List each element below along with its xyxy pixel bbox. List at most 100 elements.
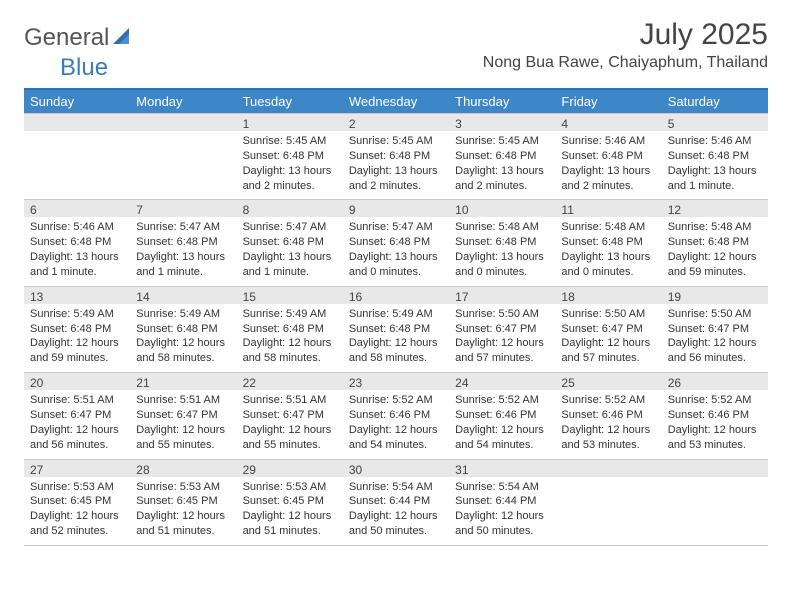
calendar-cell: 10Sunrise: 5:48 AMSunset: 6:48 PMDayligh… (449, 199, 555, 285)
calendar: Sunday Monday Tuesday Wednesday Thursday… (24, 88, 768, 546)
daylight-text: Daylight: 13 hours and 1 minute. (243, 250, 337, 280)
daylight-text: Daylight: 12 hours and 51 minutes. (243, 509, 337, 539)
daylight-text: Daylight: 12 hours and 53 minutes. (561, 423, 655, 453)
title-block: July 2025 Nong Bua Rawe, Chaiyaphum, Tha… (483, 18, 768, 72)
daylight-text: Daylight: 12 hours and 58 minutes. (349, 336, 443, 366)
cell-body: Sunrise: 5:52 AMSunset: 6:46 PMDaylight:… (662, 390, 768, 458)
daylight-text: Daylight: 12 hours and 53 minutes. (668, 423, 762, 453)
sunset-text: Sunset: 6:48 PM (30, 322, 124, 337)
daylight-text: Daylight: 12 hours and 56 minutes. (30, 423, 124, 453)
sunrise-text: Sunrise: 5:52 AM (349, 393, 443, 408)
calendar-cell (24, 113, 130, 199)
cell-body (24, 131, 130, 140)
cell-body: Sunrise: 5:52 AMSunset: 6:46 PMDaylight:… (449, 390, 555, 458)
cell-body: Sunrise: 5:50 AMSunset: 6:47 PMDaylight:… (662, 304, 768, 372)
sunrise-text: Sunrise: 5:52 AM (455, 393, 549, 408)
calendar-cell: 3Sunrise: 5:45 AMSunset: 6:48 PMDaylight… (449, 113, 555, 199)
cell-body: Sunrise: 5:50 AMSunset: 6:47 PMDaylight:… (555, 304, 661, 372)
location: Nong Bua Rawe, Chaiyaphum, Thailand (483, 54, 768, 72)
sunrise-text: Sunrise: 5:49 AM (136, 307, 230, 322)
sunrise-text: Sunrise: 5:45 AM (349, 134, 443, 149)
day-number: 22 (243, 376, 256, 390)
day-number: 16 (349, 290, 362, 304)
day-header: Wednesday (343, 90, 449, 113)
daynum-bar: 29 (237, 459, 343, 477)
week-row: 13Sunrise: 5:49 AMSunset: 6:48 PMDayligh… (24, 286, 768, 372)
day-number: 24 (455, 376, 468, 390)
daylight-text: Daylight: 13 hours and 2 minutes. (561, 164, 655, 194)
daylight-text: Daylight: 12 hours and 54 minutes. (349, 423, 443, 453)
sunset-text: Sunset: 6:47 PM (30, 408, 124, 423)
daylight-text: Daylight: 13 hours and 0 minutes. (349, 250, 443, 280)
daynum-bar: 19 (662, 286, 768, 304)
sunset-text: Sunset: 6:46 PM (349, 408, 443, 423)
cell-body: Sunrise: 5:54 AMSunset: 6:44 PMDaylight:… (449, 477, 555, 545)
day-header: Friday (555, 90, 661, 113)
daylight-text: Daylight: 12 hours and 52 minutes. (30, 509, 124, 539)
daynum-bar: 14 (130, 286, 236, 304)
daylight-text: Daylight: 12 hours and 56 minutes. (668, 336, 762, 366)
sunset-text: Sunset: 6:48 PM (243, 149, 337, 164)
daylight-text: Daylight: 12 hours and 50 minutes. (349, 509, 443, 539)
calendar-cell: 29Sunrise: 5:53 AMSunset: 6:45 PMDayligh… (237, 459, 343, 545)
sunrise-text: Sunrise: 5:51 AM (136, 393, 230, 408)
daynum-bar: 5 (662, 113, 768, 131)
day-number: 1 (243, 117, 250, 131)
sunset-text: Sunset: 6:48 PM (455, 235, 549, 250)
daynum-bar: 24 (449, 372, 555, 390)
daynum-bar: 21 (130, 372, 236, 390)
calendar-cell: 27Sunrise: 5:53 AMSunset: 6:45 PMDayligh… (24, 459, 130, 545)
sunset-text: Sunset: 6:48 PM (243, 235, 337, 250)
daylight-text: Daylight: 13 hours and 0 minutes. (455, 250, 549, 280)
sunrise-text: Sunrise: 5:46 AM (668, 134, 762, 149)
daylight-text: Daylight: 12 hours and 55 minutes. (243, 423, 337, 453)
day-header: Sunday (24, 90, 130, 113)
cell-body (555, 477, 661, 486)
calendar-cell: 18Sunrise: 5:50 AMSunset: 6:47 PMDayligh… (555, 286, 661, 372)
daynum-bar (130, 113, 236, 131)
calendar-cell: 6Sunrise: 5:46 AMSunset: 6:48 PMDaylight… (24, 199, 130, 285)
sunset-text: Sunset: 6:48 PM (349, 235, 443, 250)
sunset-text: Sunset: 6:44 PM (455, 494, 549, 509)
cell-body: Sunrise: 5:49 AMSunset: 6:48 PMDaylight:… (343, 304, 449, 372)
daylight-text: Daylight: 13 hours and 1 minute. (30, 250, 124, 280)
daylight-text: Daylight: 12 hours and 59 minutes. (668, 250, 762, 280)
daynum-bar: 11 (555, 199, 661, 217)
calendar-cell: 16Sunrise: 5:49 AMSunset: 6:48 PMDayligh… (343, 286, 449, 372)
sunrise-text: Sunrise: 5:54 AM (455, 480, 549, 495)
sunrise-text: Sunrise: 5:49 AM (243, 307, 337, 322)
logo-text-blue: Blue (60, 54, 108, 82)
daylight-text: Daylight: 12 hours and 57 minutes. (455, 336, 549, 366)
weeks-container: 1Sunrise: 5:45 AMSunset: 6:48 PMDaylight… (24, 113, 768, 545)
cell-body: Sunrise: 5:45 AMSunset: 6:48 PMDaylight:… (343, 131, 449, 199)
cell-body: Sunrise: 5:54 AMSunset: 6:44 PMDaylight:… (343, 477, 449, 545)
sunrise-text: Sunrise: 5:50 AM (561, 307, 655, 322)
calendar-cell: 1Sunrise: 5:45 AMSunset: 6:48 PMDaylight… (237, 113, 343, 199)
day-header: Thursday (449, 90, 555, 113)
sunset-text: Sunset: 6:48 PM (349, 149, 443, 164)
day-number: 20 (30, 376, 43, 390)
calendar-cell: 28Sunrise: 5:53 AMSunset: 6:45 PMDayligh… (130, 459, 236, 545)
daylight-text: Daylight: 13 hours and 2 minutes. (455, 164, 549, 194)
sunset-text: Sunset: 6:46 PM (455, 408, 549, 423)
cell-body: Sunrise: 5:52 AMSunset: 6:46 PMDaylight:… (343, 390, 449, 458)
daynum-bar: 3 (449, 113, 555, 131)
sunrise-text: Sunrise: 5:45 AM (243, 134, 337, 149)
daynum-bar (555, 459, 661, 477)
daynum-bar: 22 (237, 372, 343, 390)
daynum-bar: 12 (662, 199, 768, 217)
daylight-text: Daylight: 12 hours and 54 minutes. (455, 423, 549, 453)
daylight-text: Daylight: 12 hours and 51 minutes. (136, 509, 230, 539)
daylight-text: Daylight: 12 hours and 50 minutes. (455, 509, 549, 539)
sunrise-text: Sunrise: 5:48 AM (668, 220, 762, 235)
sunrise-text: Sunrise: 5:53 AM (243, 480, 337, 495)
sunset-text: Sunset: 6:46 PM (668, 408, 762, 423)
day-number: 27 (30, 463, 43, 477)
sunset-text: Sunset: 6:48 PM (455, 149, 549, 164)
daynum-bar: 25 (555, 372, 661, 390)
week-row: 20Sunrise: 5:51 AMSunset: 6:47 PMDayligh… (24, 372, 768, 458)
daynum-bar: 2 (343, 113, 449, 131)
calendar-cell: 19Sunrise: 5:50 AMSunset: 6:47 PMDayligh… (662, 286, 768, 372)
cell-body: Sunrise: 5:46 AMSunset: 6:48 PMDaylight:… (24, 217, 130, 285)
cell-body: Sunrise: 5:48 AMSunset: 6:48 PMDaylight:… (555, 217, 661, 285)
